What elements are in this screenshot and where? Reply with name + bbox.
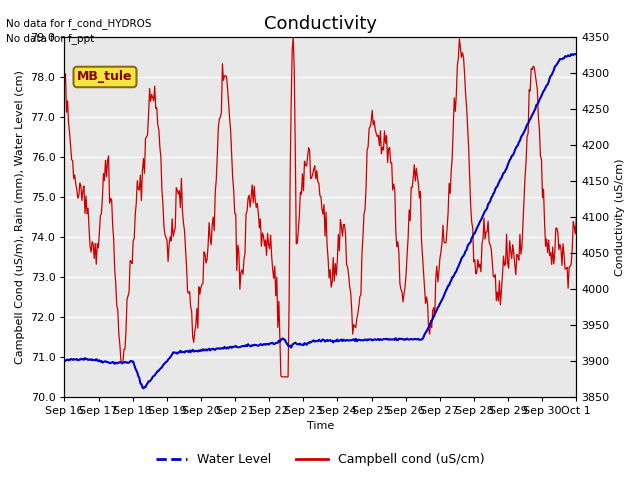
Text: MB_tule: MB_tule <box>77 71 132 84</box>
Y-axis label: Campbell Cond (uS/m), Rain (mm), Water Level (cm): Campbell Cond (uS/m), Rain (mm), Water L… <box>15 70 25 364</box>
Legend: Water Level, Campbell cond (uS/cm): Water Level, Campbell cond (uS/cm) <box>151 448 489 471</box>
Text: No data for f_ppt: No data for f_ppt <box>6 33 95 44</box>
Title: Conductivity: Conductivity <box>264 15 377 33</box>
Text: No data for f_cond_HYDROS: No data for f_cond_HYDROS <box>6 18 152 29</box>
Y-axis label: Conductivity (uS/cm): Conductivity (uS/cm) <box>615 158 625 276</box>
X-axis label: Time: Time <box>307 421 334 432</box>
